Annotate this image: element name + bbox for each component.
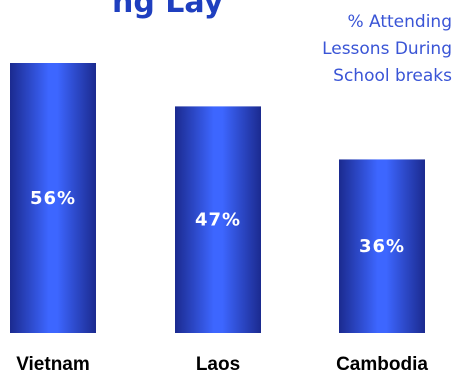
- category-label-laos: Laos: [196, 354, 240, 375]
- bars-group: [10, 63, 425, 334]
- value-label-cambodia: 36%: [359, 236, 405, 257]
- category-label-cambodia: Cambodia: [336, 354, 428, 375]
- chart-title-partial: ng Lay: [112, 0, 224, 20]
- value-label-laos: 47%: [195, 210, 241, 231]
- legend-line-2: Lessons During: [322, 39, 452, 59]
- legend: % Attending Lessons During School breaks: [322, 12, 452, 86]
- bar-cambodia: [339, 159, 425, 333]
- category-labels-group: Vietnam Laos Cambodia: [16, 354, 428, 375]
- bar-vietnam: [10, 63, 96, 333]
- category-label-vietnam: Vietnam: [16, 354, 90, 375]
- value-labels-group: 56% 47% 36%: [30, 188, 405, 257]
- bar-laos: [175, 106, 261, 334]
- legend-line-1: % Attending: [347, 12, 452, 32]
- value-label-vietnam: 56%: [30, 188, 76, 209]
- legend-line-3: School breaks: [333, 66, 452, 86]
